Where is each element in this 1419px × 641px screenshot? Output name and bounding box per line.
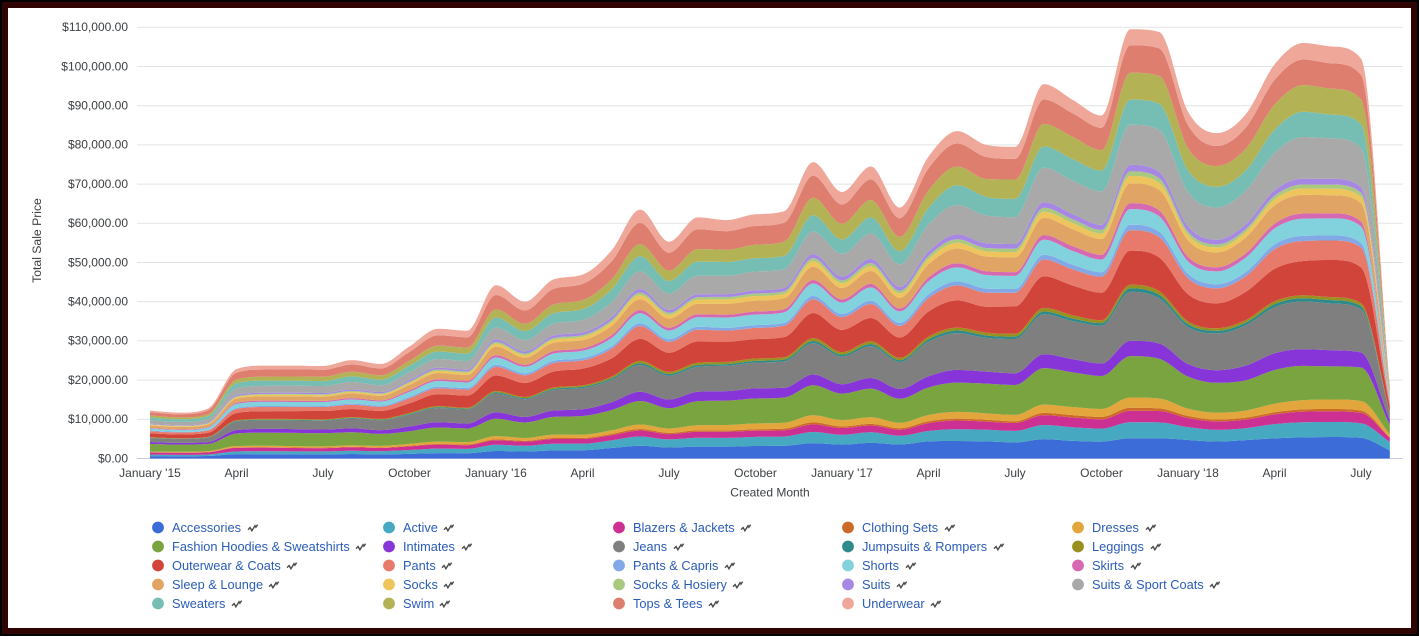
svg-text:July: July (1350, 466, 1371, 480)
svg-text:April: April (916, 466, 940, 480)
svg-text:Tops & Tees: Tops & Tees (633, 596, 702, 611)
svg-text:October: October (734, 466, 777, 480)
svg-text:Leggings: Leggings (1092, 539, 1144, 554)
svg-text:$30,000.00: $30,000.00 (68, 334, 128, 348)
svg-text:Suits: Suits (862, 577, 890, 592)
svg-text:Jumpsuits & Rompers: Jumpsuits & Rompers (862, 539, 987, 554)
svg-text:Dresses: Dresses (1092, 520, 1139, 535)
svg-text:January '15: January '15 (119, 466, 181, 480)
svg-text:Underwear: Underwear (862, 596, 925, 611)
svg-text:Sleep & Lounge: Sleep & Lounge (172, 577, 263, 592)
svg-text:Swim: Swim (403, 596, 434, 611)
svg-text:Active: Active (403, 520, 438, 535)
svg-text:Pants & Capris: Pants & Capris (633, 558, 718, 573)
svg-text:$20,000.00: $20,000.00 (68, 373, 128, 387)
svg-text:January '18: January '18 (1157, 466, 1219, 480)
svg-text:January '17: January '17 (811, 466, 873, 480)
svg-text:Created Month: Created Month (730, 486, 809, 500)
svg-text:$60,000.00: $60,000.00 (68, 216, 128, 230)
svg-text:$40,000.00: $40,000.00 (68, 295, 128, 309)
svg-text:Accessories: Accessories (172, 520, 241, 535)
svg-text:July: July (312, 466, 333, 480)
svg-text:Skirts: Skirts (1092, 558, 1124, 573)
svg-text:$90,000.00: $90,000.00 (68, 99, 128, 113)
svg-text:$70,000.00: $70,000.00 (68, 177, 128, 191)
svg-text:Blazers & Jackets: Blazers & Jackets (633, 520, 735, 535)
svg-text:Socks: Socks (403, 577, 438, 592)
svg-text:Suits & Sport Coats: Suits & Sport Coats (1092, 577, 1204, 592)
svg-text:January '16: January '16 (465, 466, 527, 480)
svg-text:Socks & Hosiery: Socks & Hosiery (633, 577, 727, 592)
svg-text:April: April (224, 466, 248, 480)
svg-text:July: July (1004, 466, 1025, 480)
svg-text:$10,000.00: $10,000.00 (68, 412, 128, 426)
svg-text:April: April (570, 466, 594, 480)
svg-text:Sweaters: Sweaters (172, 596, 225, 611)
svg-text:$110,000.00: $110,000.00 (62, 20, 128, 34)
svg-text:Shorts: Shorts (862, 558, 899, 573)
svg-text:Fashion Hoodies & Sweatshirts: Fashion Hoodies & Sweatshirts (172, 539, 350, 554)
svg-text:Pants: Pants (403, 558, 436, 573)
svg-text:Outerwear & Coats: Outerwear & Coats (172, 558, 281, 573)
svg-text:$80,000.00: $80,000.00 (68, 138, 128, 152)
svg-text:Intimates: Intimates (403, 539, 455, 554)
svg-text:October: October (388, 466, 431, 480)
svg-text:July: July (658, 466, 679, 480)
svg-text:Clothing Sets: Clothing Sets (862, 520, 938, 535)
svg-text:Total Sale Price: Total Sale Price (30, 198, 44, 283)
svg-text:$100,000.00: $100,000.00 (61, 59, 128, 73)
svg-text:Jeans: Jeans (633, 539, 667, 554)
svg-text:$50,000.00: $50,000.00 (68, 255, 128, 269)
svg-text:$0.00: $0.00 (98, 451, 128, 465)
svg-text:April: April (1262, 466, 1286, 480)
svg-text:October: October (1080, 466, 1123, 480)
